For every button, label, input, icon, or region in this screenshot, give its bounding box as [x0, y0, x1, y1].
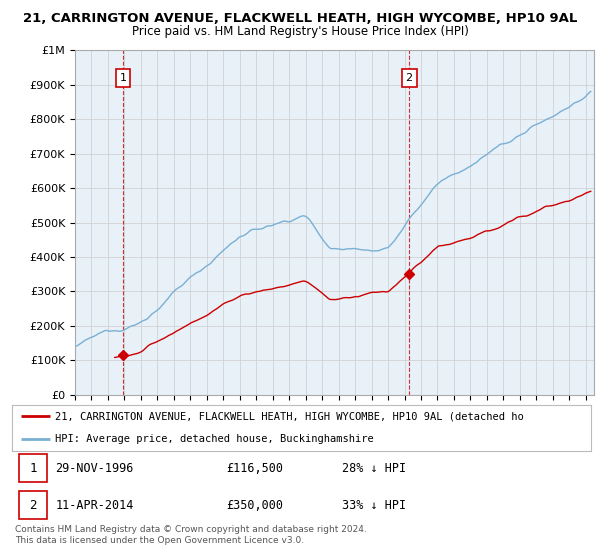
Text: 21, CARRINGTON AVENUE, FLACKWELL HEATH, HIGH WYCOMBE, HP10 9AL (detached ho: 21, CARRINGTON AVENUE, FLACKWELL HEATH, … — [55, 412, 524, 421]
Text: 2: 2 — [29, 499, 37, 512]
Text: 11-APR-2014: 11-APR-2014 — [55, 499, 134, 512]
Text: 29-NOV-1996: 29-NOV-1996 — [55, 462, 134, 475]
Text: HPI: Average price, detached house, Buckinghamshire: HPI: Average price, detached house, Buck… — [55, 435, 374, 444]
Text: 33% ↓ HPI: 33% ↓ HPI — [342, 499, 406, 512]
FancyBboxPatch shape — [19, 454, 47, 482]
Text: 21, CARRINGTON AVENUE, FLACKWELL HEATH, HIGH WYCOMBE, HP10 9AL: 21, CARRINGTON AVENUE, FLACKWELL HEATH, … — [23, 12, 577, 25]
Text: £116,500: £116,500 — [226, 462, 283, 475]
FancyBboxPatch shape — [19, 492, 47, 520]
Text: 1: 1 — [29, 462, 37, 475]
Text: Contains HM Land Registry data © Crown copyright and database right 2024.
This d: Contains HM Land Registry data © Crown c… — [15, 525, 367, 545]
Text: Price paid vs. HM Land Registry's House Price Index (HPI): Price paid vs. HM Land Registry's House … — [131, 25, 469, 38]
Text: 28% ↓ HPI: 28% ↓ HPI — [342, 462, 406, 475]
Text: 1: 1 — [119, 73, 127, 83]
Text: £350,000: £350,000 — [226, 499, 283, 512]
Text: 2: 2 — [406, 73, 413, 83]
